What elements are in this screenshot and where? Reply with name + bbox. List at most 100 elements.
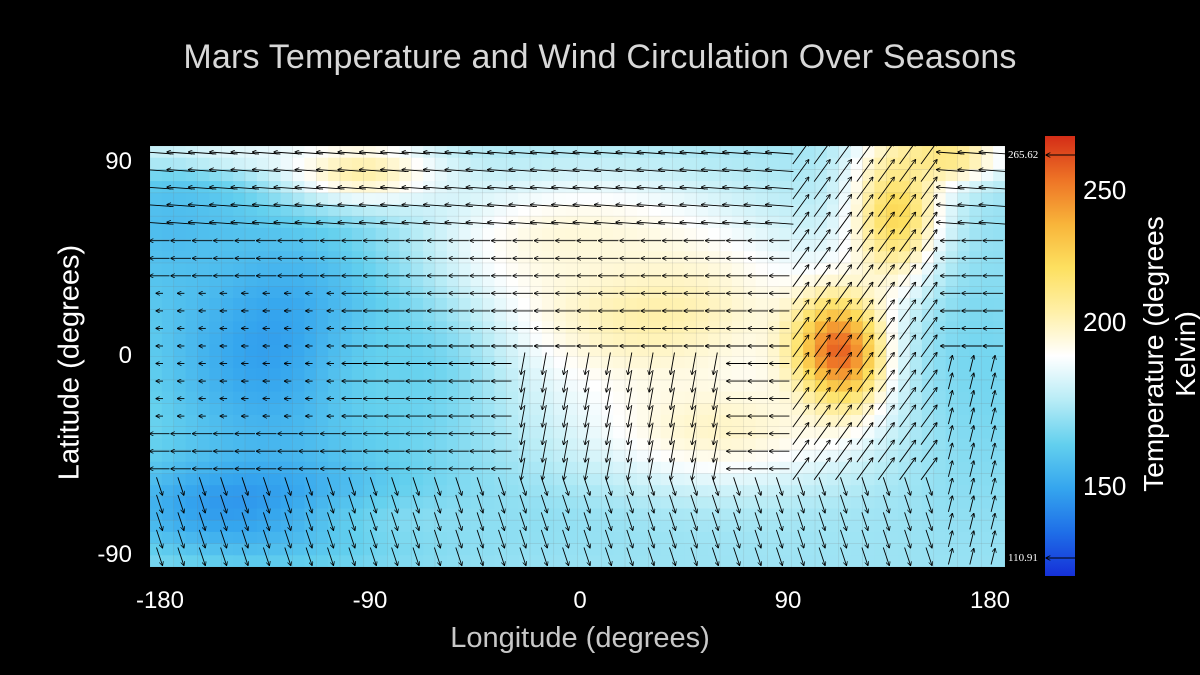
heat-cell — [351, 403, 365, 416]
heat-cell — [826, 181, 840, 194]
heat-cell — [209, 227, 222, 241]
heat-cell — [862, 356, 875, 369]
heat-cell — [494, 146, 507, 159]
heat-cell — [435, 333, 448, 346]
heat-cell — [553, 333, 567, 346]
heat-cell — [589, 344, 602, 358]
heat-cell — [161, 391, 175, 404]
heat-cell — [470, 496, 484, 510]
heat-cell — [636, 321, 650, 334]
wind-arrow — [835, 177, 852, 200]
heat-cell — [862, 485, 875, 498]
heat-cell — [292, 368, 305, 381]
heat-cell — [304, 227, 317, 241]
heat-cell — [541, 169, 555, 182]
heat-cell — [933, 391, 947, 404]
heat-cell — [945, 204, 959, 217]
heat-cell — [803, 531, 816, 545]
heat-cell — [411, 227, 424, 241]
heat-cell — [328, 368, 341, 381]
heat-cell — [458, 368, 472, 381]
heat-cell — [518, 426, 531, 439]
heat-cell — [280, 309, 294, 323]
heat-cell — [874, 391, 887, 404]
heat-cell — [304, 391, 317, 404]
heat-cell — [221, 262, 234, 276]
heat-cell — [589, 543, 602, 556]
heat-cell — [957, 379, 970, 393]
heat-cell — [886, 181, 899, 194]
heat-cell — [280, 169, 294, 182]
heat-cell — [423, 309, 436, 323]
heat-cell — [743, 298, 757, 311]
heat-cell — [387, 520, 400, 533]
heat-cell — [482, 520, 495, 533]
heat-cell — [613, 169, 626, 182]
wind-arrow — [856, 282, 873, 305]
heat-cell — [886, 169, 899, 182]
heat-cell — [280, 157, 294, 170]
wind-arrow — [920, 370, 937, 393]
heat-cell — [969, 274, 982, 287]
heat-cell — [993, 426, 1005, 439]
heat-cell — [470, 169, 484, 182]
heat-cell — [161, 204, 175, 217]
heat-cell — [708, 309, 721, 323]
wind-arrow — [835, 195, 852, 217]
heat-cell — [541, 251, 555, 264]
heat-cell — [933, 508, 947, 521]
x-tick-0: 0 — [573, 587, 587, 614]
heat-cell — [862, 438, 875, 451]
heat-cell — [743, 344, 757, 358]
heat-cell — [660, 426, 674, 439]
heat-cell — [482, 309, 495, 323]
heat-cell — [411, 508, 424, 521]
heat-cell — [553, 239, 567, 252]
heat-cell — [708, 146, 721, 159]
heat-cell — [613, 309, 626, 323]
heat-cell — [351, 344, 365, 358]
heat-cell — [304, 450, 317, 463]
wind-arrow — [856, 247, 873, 270]
heat-cell — [506, 309, 519, 323]
heat-cell — [660, 356, 674, 369]
heat-cell — [470, 181, 484, 194]
heat-cell — [993, 450, 1005, 463]
heat-cell — [399, 356, 412, 369]
heat-cell — [696, 344, 709, 358]
heat-cell — [423, 450, 436, 463]
heat-cell — [506, 461, 519, 475]
heat-cell — [696, 356, 709, 369]
heat-cell — [565, 414, 579, 428]
heat-cell — [767, 333, 780, 346]
heat-cell — [470, 520, 484, 533]
wind-arrow — [813, 160, 830, 182]
heat-cell — [981, 391, 994, 404]
heat-cell — [696, 309, 709, 323]
heat-cell — [862, 461, 875, 475]
heat-cell — [553, 461, 567, 475]
heat-cell — [482, 157, 495, 170]
heat-cell — [399, 473, 412, 486]
heat-cell — [268, 520, 282, 533]
heat-cell — [387, 531, 400, 545]
heat-cell — [720, 485, 733, 498]
heat-cell — [565, 262, 579, 276]
colorbar-tick-200: 200 — [1083, 307, 1127, 337]
heat-cell — [328, 181, 341, 194]
heat-cell — [957, 508, 970, 521]
heat-cell — [743, 438, 757, 451]
heat-cell — [815, 473, 828, 486]
heat-cell — [351, 157, 365, 170]
heat-cell — [363, 438, 377, 451]
heat-cell — [494, 391, 507, 404]
heat-cell — [375, 309, 389, 323]
heat-cell — [553, 227, 567, 241]
heat-cell — [684, 227, 697, 241]
heat-cell — [803, 227, 816, 241]
heat-cell — [458, 204, 472, 217]
heat-cell — [625, 426, 638, 439]
heat-cell — [304, 344, 317, 358]
heat-cell — [589, 450, 602, 463]
heat-cell — [720, 543, 733, 556]
